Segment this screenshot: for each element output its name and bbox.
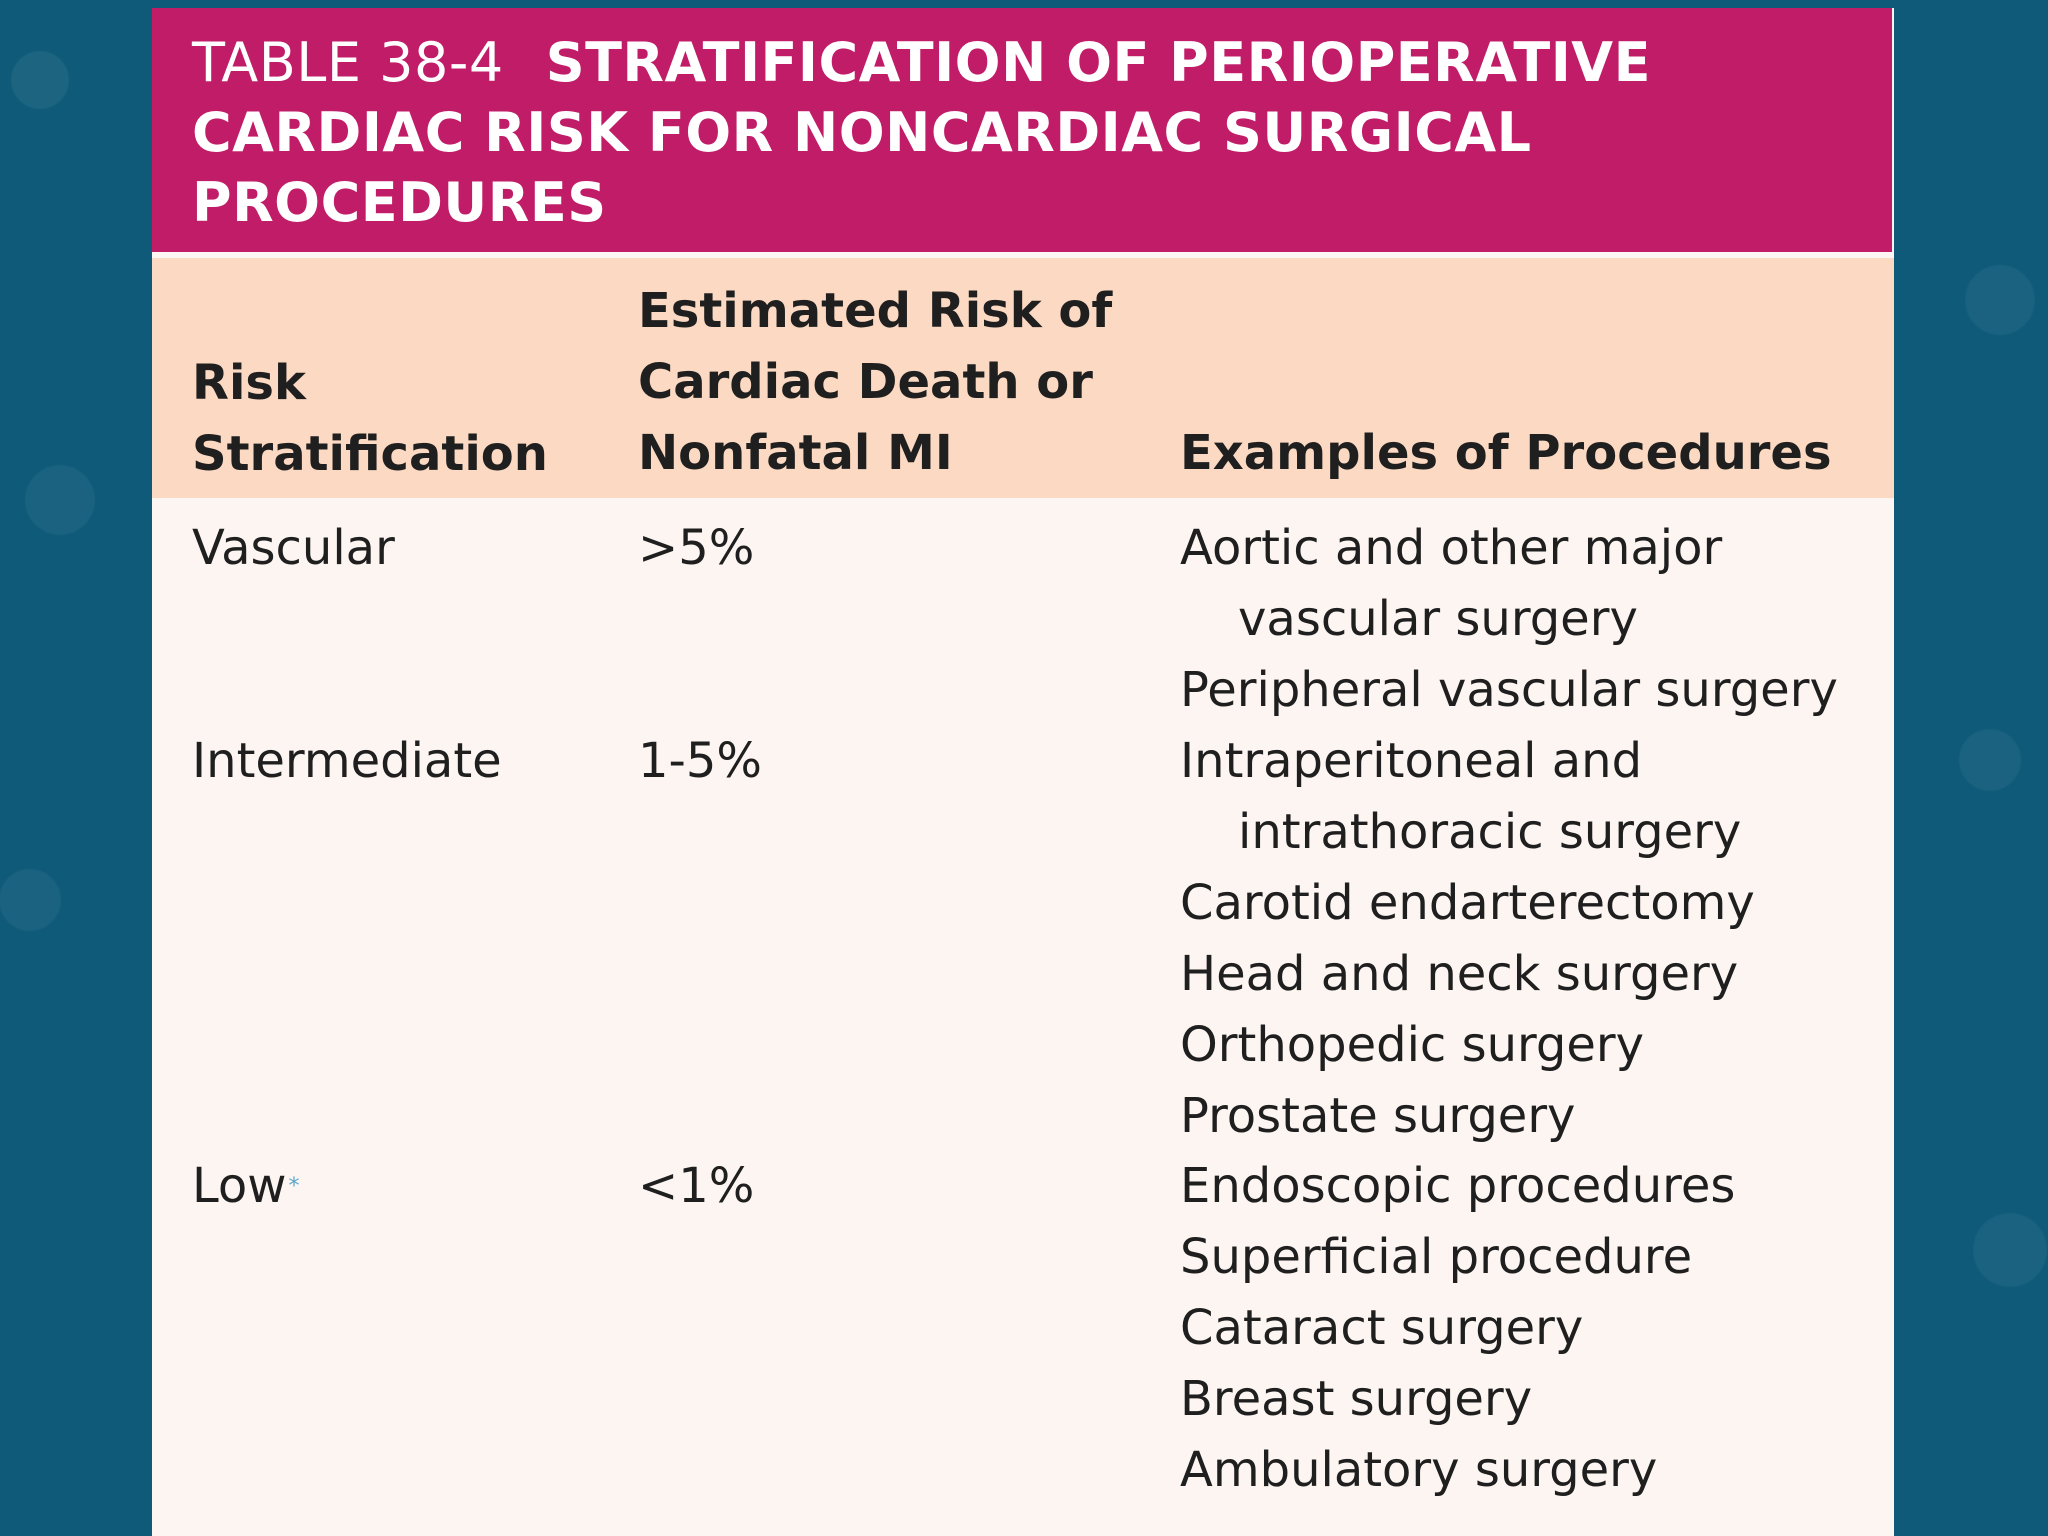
row-low-procedures: Endoscopic procedures Superficial proced… [1180, 1151, 1880, 1506]
procedure-item: Head and neck surgery [1180, 946, 1739, 1002]
procedure-item: Endoscopic procedures [1180, 1158, 1736, 1214]
row-low-risk: Low* [192, 1151, 592, 1222]
row-intermediate-risk: Intermediate [192, 726, 592, 797]
procedure-item: vascular surgery [1238, 591, 1638, 647]
procedure-item: Breast surgery [1180, 1371, 1533, 1427]
risk-label: Intermediate [192, 733, 502, 789]
table-card: TABLE 38-4 STRATIFICATION OF PERIOPERATIV… [152, 8, 1894, 1536]
table-title: TABLE 38-4 STRATIFICATION OF PERIOPERATIV… [192, 28, 1852, 238]
footnote-marker: * [288, 1174, 300, 1199]
risk-label: Vascular [192, 520, 395, 576]
header-risk-stratification: Risk Stratification [192, 355, 548, 482]
table-number: TABLE 38-4 [192, 31, 504, 94]
procedure-item: Intraperitoneal and [1180, 733, 1643, 789]
header-examples-of-procedures: Examples of Procedures [1180, 425, 1832, 481]
procedure-item: Peripheral vascular surgery [1180, 662, 1838, 718]
header-estimated-risk: Estimated Risk of Cardiac Death or Nonfa… [638, 283, 1113, 481]
procedure-item: Ambulatory surgery [1180, 1442, 1658, 1498]
row-vascular-risk: Vascular [192, 513, 592, 584]
procedure-item: Orthopedic surgery [1180, 1017, 1645, 1073]
procedure-item: Aortic and other major [1180, 520, 1723, 576]
row-low-estimate: <1% [638, 1158, 755, 1214]
table-title-bar: TABLE 38-4 STRATIFICATION OF PERIOPERATIV… [152, 8, 1892, 252]
procedure-item: Prostate surgery [1180, 1088, 1576, 1144]
row-vascular-estimate: >5% [638, 520, 755, 576]
procedure-item: Superficial procedure [1180, 1229, 1693, 1285]
row-vascular-procedures: Aortic and other major vascular surgery … [1180, 513, 1880, 726]
procedure-item: Carotid endarterectomy [1180, 875, 1755, 931]
risk-label: Low [192, 1158, 287, 1214]
table-title-text: STRATIFICATION OF PERIOPERATIVE CARDIAC … [192, 31, 1651, 234]
procedure-item: intrathoracic surgery [1238, 804, 1742, 860]
table-header-row: Risk Stratification Estimated Risk of Ca… [152, 258, 1894, 498]
row-intermediate-procedures: Intraperitoneal and intrathoracic surger… [1180, 726, 1880, 1152]
row-intermediate-estimate: 1-5% [638, 733, 763, 789]
procedure-item: Cataract surgery [1180, 1300, 1584, 1356]
